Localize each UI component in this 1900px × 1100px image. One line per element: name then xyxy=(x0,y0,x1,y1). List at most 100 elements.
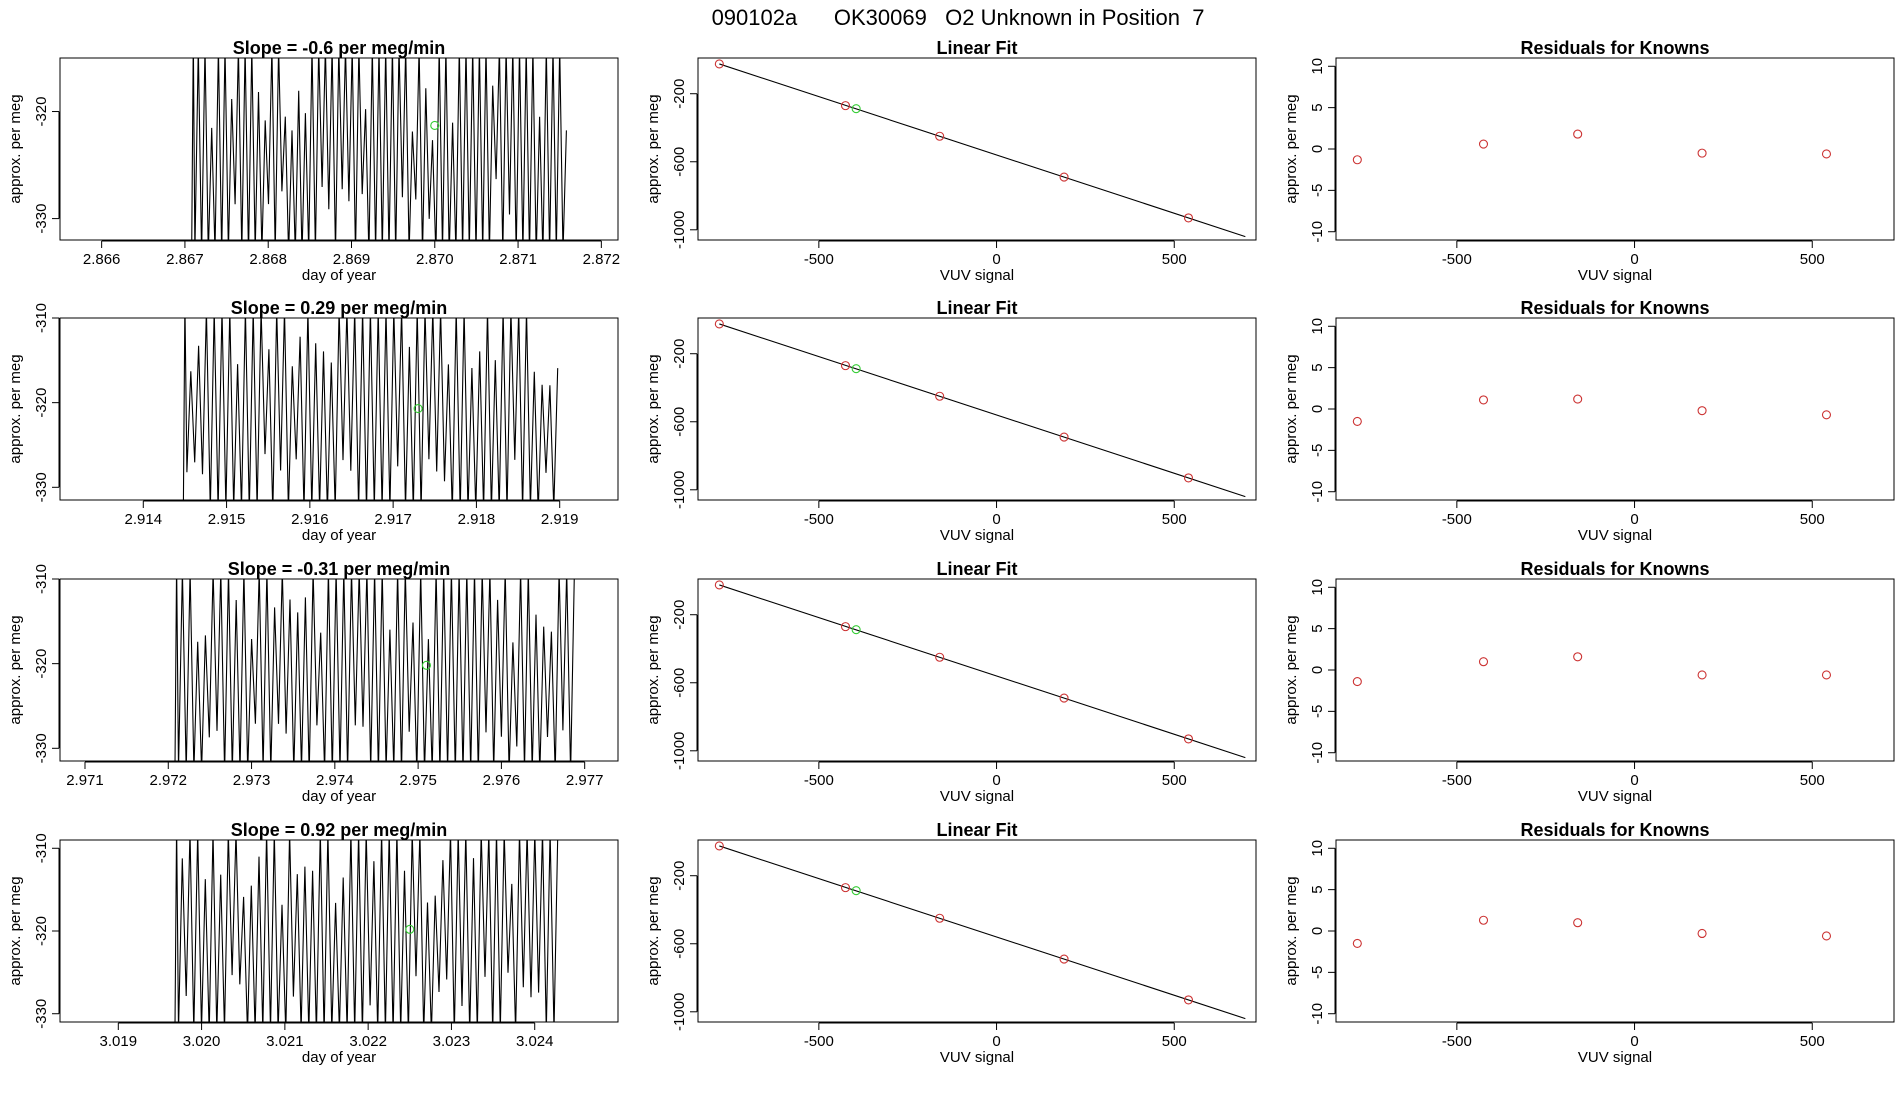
plot-area xyxy=(1352,129,1832,165)
y-tick-label: 0 xyxy=(1309,666,1326,674)
x-tick-label: 500 xyxy=(1800,772,1825,789)
x-tick-label: 500 xyxy=(1162,251,1187,268)
unknown-point xyxy=(851,886,861,896)
known-point xyxy=(1352,938,1362,948)
y-tick-label: 5 xyxy=(1309,624,1326,632)
plot-frame xyxy=(59,317,619,501)
x-tick-label: 500 xyxy=(1162,1033,1187,1050)
fit-line xyxy=(719,845,1246,1020)
x-tick-label: -500 xyxy=(1442,1033,1472,1050)
x-tick-label: 2.866 xyxy=(83,251,121,268)
x-tick-label: 0 xyxy=(992,251,1000,268)
x-tick-label: 2.973 xyxy=(233,772,271,789)
known-point xyxy=(1352,155,1362,165)
plot-area xyxy=(182,318,559,500)
x-tick-label: 500 xyxy=(1162,772,1187,789)
y-tick-label: 10 xyxy=(1309,318,1326,335)
y-tick-label: -10 xyxy=(1309,742,1326,764)
y-axis-label: approx. per meg xyxy=(645,94,662,203)
known-point xyxy=(840,101,851,111)
panel-title: Slope = -0.31 per meg/min xyxy=(228,559,451,579)
x-tick-label: -500 xyxy=(804,251,834,268)
y-tick-label: 10 xyxy=(1309,840,1326,857)
unknown-point xyxy=(851,364,861,374)
known-point xyxy=(840,883,851,893)
y-tick-label: -5 xyxy=(1309,966,1326,979)
panel-title: Residuals for Knowns xyxy=(1520,820,1709,840)
panel-2-0: Slope = -0.31 per meg/min 2.971 2.972 2.973… xyxy=(7,559,619,805)
plot-area xyxy=(174,840,559,1022)
known-point xyxy=(1059,432,1069,442)
y-tick-label: -1000 xyxy=(671,471,688,509)
x-tick-label: 2.919 xyxy=(541,511,579,528)
fit-line xyxy=(719,63,1246,238)
y-tick-label: -320 xyxy=(33,916,50,946)
panel-0-0: Slope = -0.6 per meg/min 2.866 2.867 2.868 2… xyxy=(7,38,620,284)
plot-area xyxy=(1352,394,1832,426)
panel-title: Slope = 0.92 per meg/min xyxy=(231,820,448,840)
plot-frame xyxy=(697,578,1257,762)
plot-frame xyxy=(1335,839,1895,1023)
x-tick-label: 0 xyxy=(992,1033,1000,1050)
y-tick-label: 5 xyxy=(1309,103,1326,111)
y-axis-label: approx. per meg xyxy=(645,876,662,985)
x-axis-label: VUV signal xyxy=(940,267,1014,284)
plot-frame xyxy=(1335,57,1895,241)
plot-area xyxy=(714,319,1246,498)
known-point xyxy=(1478,657,1489,667)
panel-title: Residuals for Knowns xyxy=(1520,38,1709,58)
x-tick-label: -500 xyxy=(1442,772,1472,789)
known-point xyxy=(1821,410,1832,420)
y-axis-label: approx. per meg xyxy=(7,354,24,463)
panel-3-0: Slope = 0.92 per meg/min 3.019 3.020 3.021 3… xyxy=(7,820,619,1066)
y-tick-label: 0 xyxy=(1309,405,1326,413)
plot-area xyxy=(1352,652,1832,687)
plot-area xyxy=(714,841,1246,1020)
y-tick-label: -1000 xyxy=(671,993,688,1031)
y-tick-label: -5 xyxy=(1309,705,1326,718)
y-tick-label: -200 xyxy=(671,600,688,630)
known-point xyxy=(1183,734,1194,744)
plot-frame xyxy=(697,317,1257,501)
known-point xyxy=(714,319,724,329)
x-axis-label: VUV signal xyxy=(1578,788,1652,805)
x-tick-label: 3.024 xyxy=(516,1033,554,1050)
y-tick-label: -320 xyxy=(33,388,50,418)
unknown-point xyxy=(851,625,861,635)
y-axis-label: approx. per meg xyxy=(7,876,24,985)
plot-frame xyxy=(1335,578,1895,762)
x-tick-label: -500 xyxy=(804,772,834,789)
x-tick-label: 2.914 xyxy=(125,511,163,528)
x-axis-label: VUV signal xyxy=(1578,1049,1652,1066)
x-axis-label: VUV signal xyxy=(1578,267,1652,284)
panel-2-1: Linear Fit -500 0 500 VUV signal -200 -600 -100… xyxy=(645,559,1257,805)
y-axis-label: approx. per meg xyxy=(1283,615,1300,724)
known-point xyxy=(1059,172,1069,182)
y-tick-label: -600 xyxy=(671,147,688,177)
x-tick-label: 0 xyxy=(992,511,1000,528)
y-tick-label: -5 xyxy=(1309,444,1326,457)
known-point xyxy=(1697,928,1707,939)
page-title: 090102a OK30069 O2 Unknown in Position 7 xyxy=(712,5,1205,30)
unknown-point xyxy=(430,120,440,130)
known-point xyxy=(935,652,945,662)
x-axis-label: VUV signal xyxy=(940,788,1014,805)
x-axis-label: VUV signal xyxy=(1578,527,1652,544)
panel-title: Linear Fit xyxy=(936,559,1017,579)
known-point xyxy=(935,913,945,923)
x-tick-label: 2.918 xyxy=(458,511,496,528)
x-tick-label: 2.975 xyxy=(399,772,437,789)
x-tick-label: -500 xyxy=(804,511,834,528)
known-point xyxy=(1821,670,1832,680)
x-tick-label: 2.870 xyxy=(416,251,454,268)
plot-frame xyxy=(697,57,1257,241)
plot-area xyxy=(714,59,1246,238)
y-axis-label: approx. per meg xyxy=(7,94,24,203)
panel-title: Linear Fit xyxy=(936,298,1017,318)
y-axis-label: approx. per meg xyxy=(645,615,662,724)
x-tick-label: 2.974 xyxy=(316,772,354,789)
plot-frame xyxy=(59,57,619,241)
y-tick-label: -5 xyxy=(1309,184,1326,197)
unknown-point xyxy=(421,660,431,670)
x-tick-label: 2.917 xyxy=(374,511,412,528)
